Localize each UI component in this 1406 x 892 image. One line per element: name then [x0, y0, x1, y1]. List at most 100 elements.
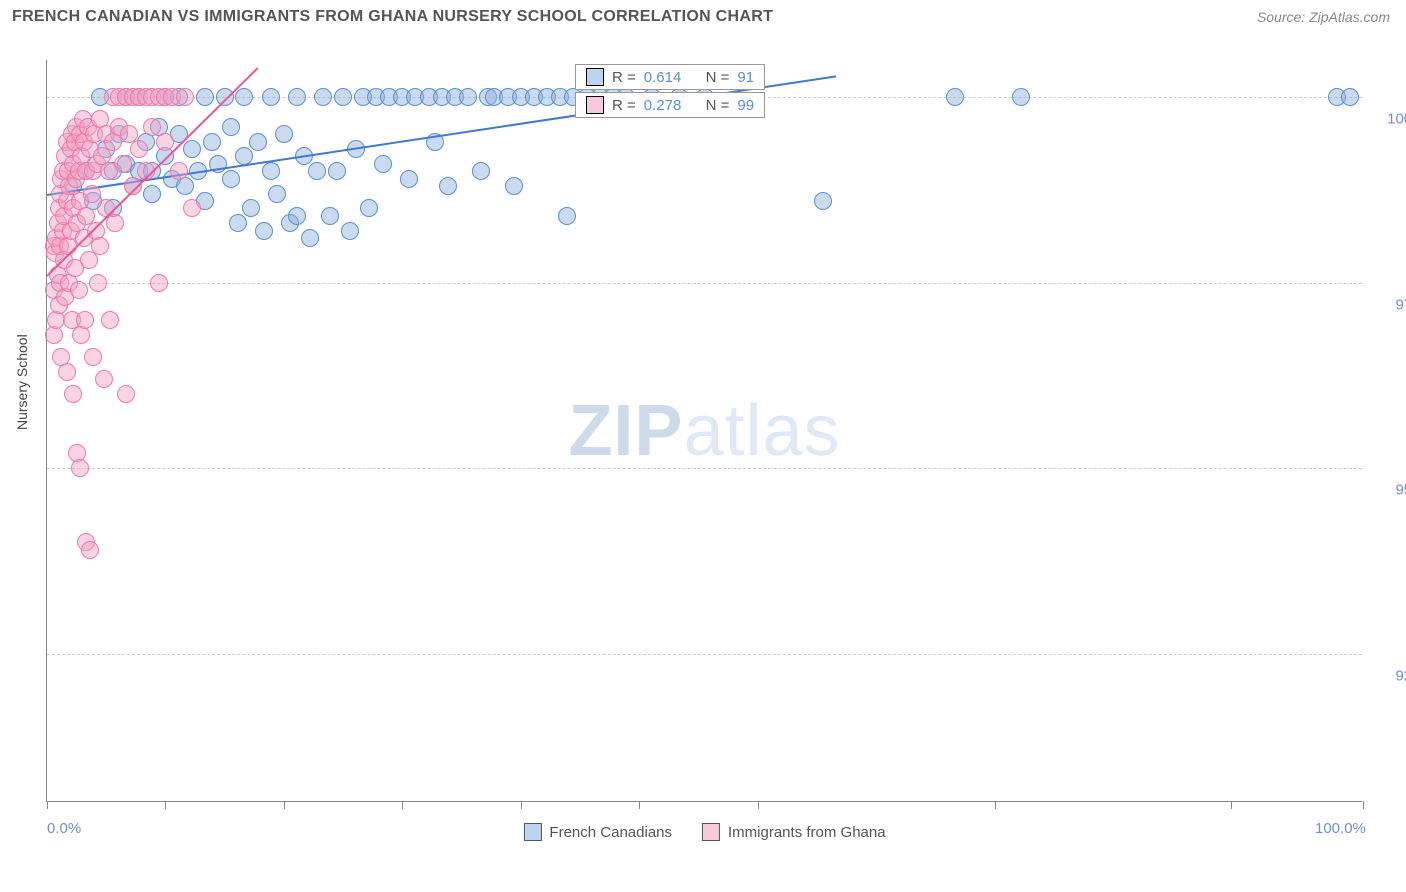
- data-point: [374, 155, 392, 173]
- data-point: [308, 162, 326, 180]
- data-point: [472, 162, 490, 180]
- data-point: [334, 88, 352, 106]
- data-point: [222, 118, 240, 136]
- gridline: [47, 468, 1362, 469]
- x-tick: [521, 801, 522, 809]
- legend-item: Immigrants from Ghana: [702, 823, 886, 841]
- legend: French Canadians Immigrants from Ghana: [523, 823, 885, 841]
- data-point: [400, 170, 418, 188]
- data-point: [946, 88, 964, 106]
- data-point: [1341, 88, 1359, 106]
- data-point: [360, 199, 378, 217]
- data-point: [288, 207, 306, 225]
- data-point: [143, 118, 161, 136]
- data-point: [130, 140, 148, 158]
- y-tick-label: 97.5%: [1395, 296, 1406, 313]
- y-tick-label: 92.5%: [1395, 667, 1406, 684]
- data-point: [459, 88, 477, 106]
- legend-swatch: [586, 96, 604, 114]
- data-point: [275, 125, 293, 143]
- scatter-plot-area: ZIPatlas French CanadiansImmigrants from…: [46, 60, 1362, 802]
- data-point: [314, 88, 332, 106]
- data-point: [143, 185, 161, 203]
- data-point: [242, 199, 260, 217]
- y-tick-label: 95.0%: [1395, 482, 1406, 499]
- data-point: [203, 133, 221, 151]
- data-point: [150, 274, 168, 292]
- legend-swatch: [702, 823, 720, 841]
- data-point: [222, 170, 240, 188]
- data-point: [439, 177, 457, 195]
- data-point: [71, 459, 89, 477]
- n-value: 91: [737, 69, 754, 86]
- data-point: [558, 207, 576, 225]
- data-point: [268, 185, 286, 203]
- legend-swatch: [523, 823, 541, 841]
- data-point: [196, 88, 214, 106]
- watermark: ZIPatlas: [568, 390, 840, 472]
- data-point: [235, 88, 253, 106]
- data-point: [70, 281, 88, 299]
- x-tick: [165, 801, 166, 809]
- data-point: [114, 155, 132, 173]
- x-tick: [284, 801, 285, 809]
- legend-swatch: [586, 68, 604, 86]
- data-point: [170, 162, 188, 180]
- stat-box: R = 0.614 N = 91: [575, 64, 765, 90]
- legend-label: Immigrants from Ghana: [728, 824, 886, 841]
- x-tick: [47, 801, 48, 809]
- data-point: [328, 162, 346, 180]
- data-point: [156, 133, 174, 151]
- legend-item: French Canadians: [523, 823, 672, 841]
- data-point: [81, 541, 99, 559]
- data-point: [84, 348, 102, 366]
- data-point: [83, 185, 101, 203]
- data-point: [229, 214, 247, 232]
- y-tick-label: 100.0%: [1387, 111, 1406, 128]
- data-point: [117, 385, 135, 403]
- data-point: [89, 274, 107, 292]
- data-point: [814, 192, 832, 210]
- x-tick: [402, 801, 403, 809]
- data-point: [1012, 88, 1030, 106]
- r-label: R =: [612, 97, 636, 114]
- x-tick-label: 100.0%: [1315, 820, 1366, 837]
- r-value: 0.278: [644, 97, 682, 114]
- data-point: [262, 88, 280, 106]
- data-point: [176, 88, 194, 106]
- data-point: [80, 251, 98, 269]
- r-value: 0.614: [644, 69, 682, 86]
- data-point: [101, 311, 119, 329]
- data-point: [301, 229, 319, 247]
- legend-label: French Canadians: [549, 824, 672, 841]
- data-point: [288, 88, 306, 106]
- n-label: N =: [706, 97, 730, 114]
- n-label: N =: [706, 69, 730, 86]
- stat-box: R =0.278 N =99: [575, 92, 765, 118]
- data-point: [183, 199, 201, 217]
- data-point: [255, 222, 273, 240]
- data-point: [76, 311, 94, 329]
- data-point: [321, 207, 339, 225]
- data-point: [58, 363, 76, 381]
- gridline: [47, 654, 1362, 655]
- r-label: R =: [612, 69, 636, 86]
- data-point: [216, 88, 234, 106]
- x-tick-label: 0.0%: [47, 820, 81, 837]
- x-tick: [1231, 801, 1232, 809]
- chart-title: FRENCH CANADIAN VS IMMIGRANTS FROM GHANA…: [12, 8, 773, 26]
- data-point: [341, 222, 359, 240]
- y-axis-label: Nursery School: [14, 334, 30, 430]
- source-attribution: Source: ZipAtlas.com: [1257, 9, 1390, 25]
- x-tick: [758, 801, 759, 809]
- data-point: [64, 385, 82, 403]
- data-point: [91, 237, 109, 255]
- data-point: [95, 370, 113, 388]
- x-tick: [1363, 801, 1364, 809]
- data-point: [106, 214, 124, 232]
- data-point: [262, 162, 280, 180]
- x-tick: [995, 801, 996, 809]
- data-point: [505, 177, 523, 195]
- data-point: [249, 133, 267, 151]
- data-point: [183, 140, 201, 158]
